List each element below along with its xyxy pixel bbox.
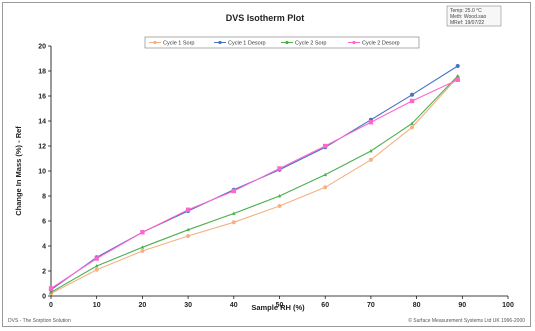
x-tick-label: 60 xyxy=(321,302,329,309)
series-4-point xyxy=(368,120,374,125)
legend-label-3: Cycle 2 Sorp xyxy=(295,41,327,47)
series-4-point xyxy=(48,286,54,291)
series-4-point xyxy=(323,143,328,149)
x-tick-label: 100 xyxy=(502,302,514,309)
legend-marker-2 xyxy=(218,40,222,45)
series-1-point xyxy=(410,125,415,130)
series-4-point xyxy=(455,77,460,82)
x-tick-label: 40 xyxy=(230,302,238,309)
series-line-3 xyxy=(50,75,459,293)
y-tick-label: 8 xyxy=(42,194,46,201)
series-3-point xyxy=(94,264,99,268)
x-axis-label: Sample RH (%) xyxy=(251,303,305,312)
series-1-point xyxy=(368,157,373,162)
y-tick-label: 10 xyxy=(38,169,46,176)
info-line-2: Meth: Wood.sao xyxy=(450,14,487,20)
y-tick-label: 16 xyxy=(38,94,46,101)
series-4-point xyxy=(277,166,282,171)
y-axis-label: Change In Mass (%) - Ref xyxy=(14,126,23,216)
x-tick-label: 20 xyxy=(139,302,147,309)
x-tick-label: 50 xyxy=(276,302,284,309)
series-3-point xyxy=(410,121,414,125)
series-1-point xyxy=(140,249,145,253)
info-line-1: Temp: 25.0 °C xyxy=(450,8,482,14)
series-3-point xyxy=(323,172,327,177)
y-tick-label: 6 xyxy=(42,219,46,226)
series-3-point xyxy=(49,290,53,294)
chart-title: DVS Isotherm Plot xyxy=(226,13,305,23)
series-line-2 xyxy=(50,65,458,291)
series-line-1 xyxy=(50,76,459,294)
series-1-point xyxy=(323,185,328,190)
series-4-point xyxy=(231,188,236,194)
x-tick-label: 90 xyxy=(458,302,466,309)
plot-area xyxy=(48,64,460,296)
x-tick-label: 70 xyxy=(367,302,375,309)
y-tick-label: 4 xyxy=(42,244,46,251)
series-3-point xyxy=(186,227,190,232)
legend-marker-4 xyxy=(352,40,356,45)
series-1-point xyxy=(231,220,236,225)
y-tick-label: 14 xyxy=(38,119,46,126)
series-1-point xyxy=(186,234,191,238)
legend-label-4: Cycle 2 Desorp xyxy=(362,41,400,47)
series-3-point xyxy=(455,74,460,78)
legend-marker-1 xyxy=(153,40,157,45)
series-1-point xyxy=(277,204,282,208)
series-2-point xyxy=(455,64,460,68)
legend-marker-3 xyxy=(285,40,289,45)
info-line-3: MRef: 19/07/22 xyxy=(450,20,484,26)
legend: Cycle 1 Sorp Cycle 1 Desorp Cycle 2 Sorp Cy… xyxy=(144,36,420,49)
info-box-border xyxy=(446,5,502,27)
y-tick-label: 2 xyxy=(42,269,46,276)
series-3-point xyxy=(140,245,145,249)
series-line-4 xyxy=(50,79,458,289)
y-tick-label: 0 xyxy=(42,294,46,301)
series-3-point xyxy=(277,194,282,198)
footer-left: DVS - The Sorption Solution xyxy=(8,318,71,324)
legend-label-2: Cycle 1 Desorp xyxy=(228,41,266,47)
x-tick-label: 10 xyxy=(93,302,101,309)
x-tick-label: 30 xyxy=(184,302,192,309)
series-4-point xyxy=(409,98,415,104)
y-tick-label: 12 xyxy=(38,144,46,151)
x-tick-label: 80 xyxy=(413,302,421,309)
series-2-point xyxy=(410,92,415,97)
series-3-point xyxy=(232,211,236,215)
axes: 0 10 20 30 40 50 60 70 80 90 100 0 2 4 6 8 10 12 14 16 18 20 xyxy=(38,44,514,310)
info-box: Temp: 25.0 °C Meth: Wood.sao MRef: 19/07… xyxy=(446,5,502,27)
footer-right: © Surface Measurement Systems Ltd UK 199… xyxy=(408,317,525,324)
y-tick-label: 18 xyxy=(38,69,46,76)
series-4-point xyxy=(185,207,191,212)
y-tick-label: 20 xyxy=(38,44,46,51)
series-4-point xyxy=(94,256,99,261)
x-tick-label: 0 xyxy=(49,302,53,309)
legend-label-1: Cycle 1 Sorp xyxy=(163,41,195,47)
series-3-point xyxy=(369,149,373,153)
series-1-point xyxy=(94,267,99,272)
series-4-point xyxy=(140,230,145,235)
